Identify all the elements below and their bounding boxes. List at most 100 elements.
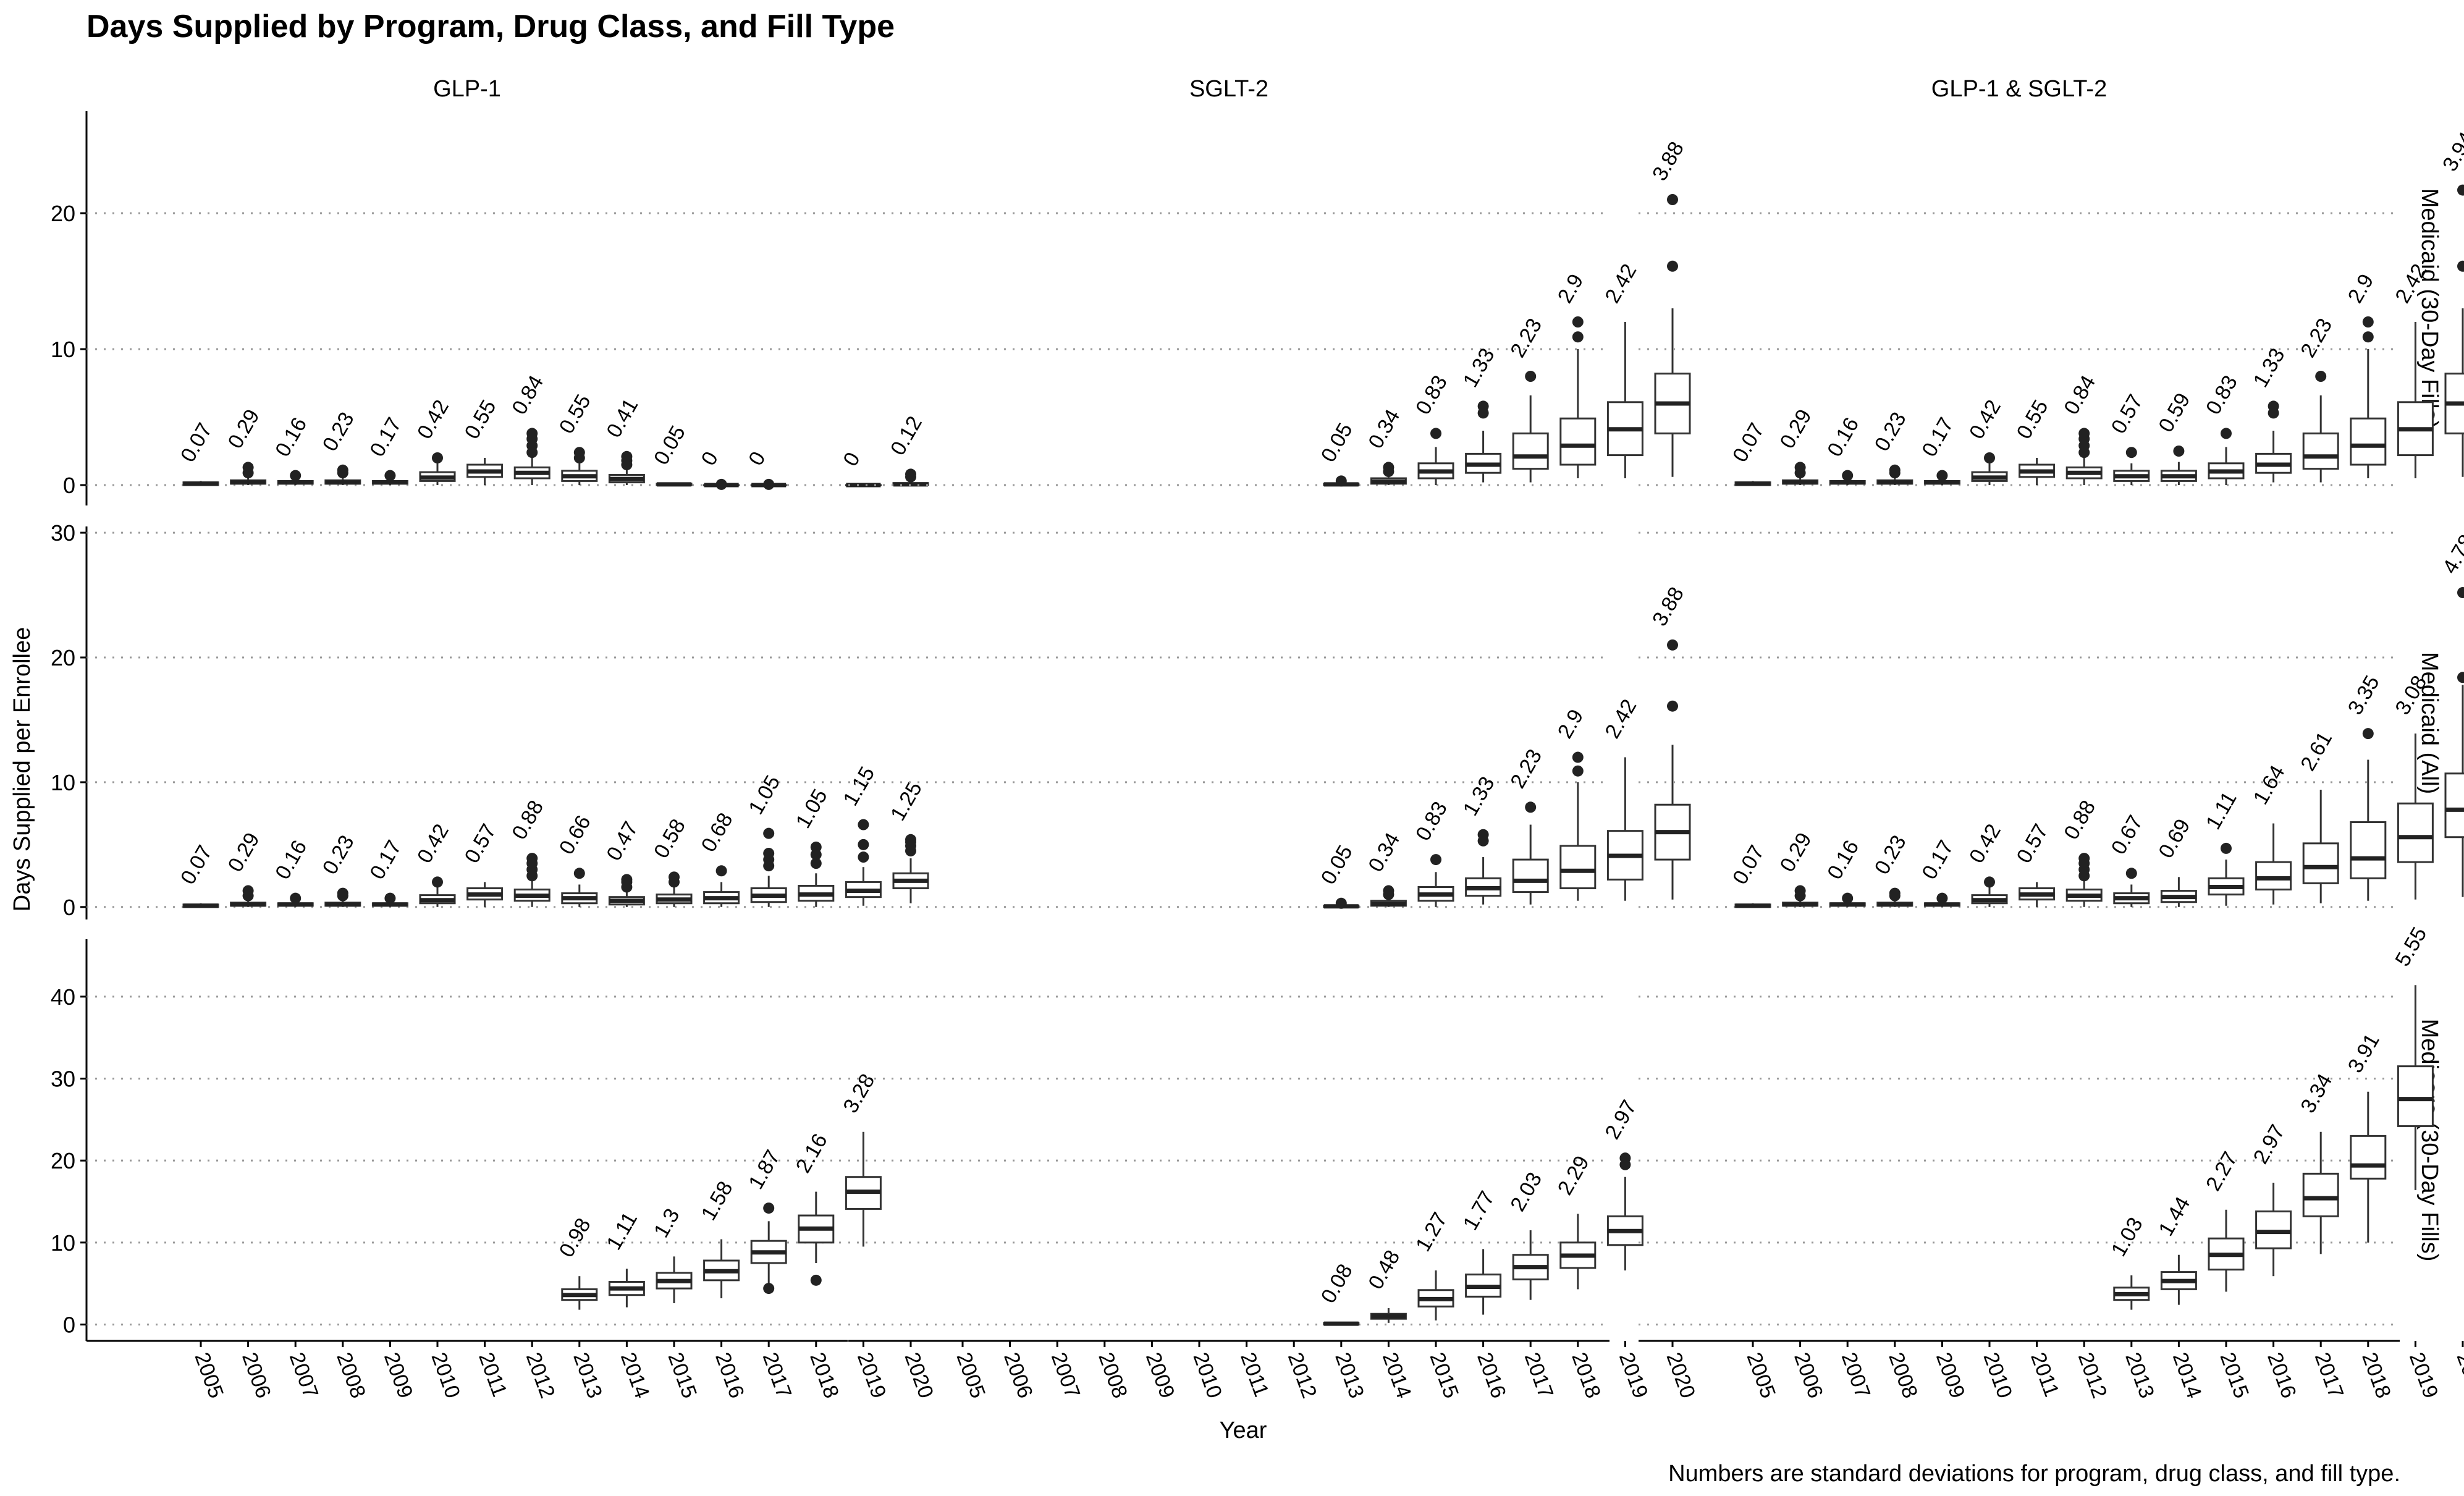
outlier-point bbox=[1430, 428, 1441, 439]
outlier-point bbox=[573, 868, 585, 879]
x-tick-label: 2015 bbox=[2215, 1350, 2253, 1401]
box-2013: 0.66 bbox=[555, 811, 598, 907]
sd-label: 1.87 bbox=[744, 1146, 785, 1193]
outlier-point bbox=[858, 852, 869, 863]
outlier-point bbox=[2362, 316, 2374, 328]
x-tick-label: 2010 bbox=[1978, 1350, 2017, 1401]
outlier-point bbox=[905, 834, 916, 845]
box-2015: 2.27 bbox=[2201, 1147, 2245, 1292]
box-2015: 0.58 bbox=[649, 815, 693, 907]
box-2008: 0.23 bbox=[1870, 831, 1913, 907]
x-tick-label: 2019 bbox=[1614, 1350, 1653, 1401]
sd-label: 3.94 bbox=[2438, 128, 2464, 175]
box-iqr bbox=[2350, 1135, 2387, 1180]
box-2018: 2.29 bbox=[1553, 1152, 1597, 1290]
sd-label: 0.17 bbox=[365, 836, 406, 883]
sd-label: 0.17 bbox=[1917, 836, 1958, 883]
outlier-point bbox=[905, 468, 916, 480]
sd-label: 2.9 bbox=[1553, 706, 1589, 743]
box-2018: 2.9 bbox=[1553, 270, 1597, 478]
box-2017: 2.23 bbox=[1506, 745, 1549, 905]
box-2015: 1.27 bbox=[1411, 1209, 1454, 1321]
y-axis-title: Days Supplied per Enrollee bbox=[9, 627, 35, 912]
box-2009: 0.17 bbox=[1917, 836, 1960, 907]
sd-label: 0.57 bbox=[2107, 391, 2148, 437]
sd-label: 0.05 bbox=[649, 421, 690, 468]
box-2008: 0.23 bbox=[1870, 408, 1913, 485]
sd-label: 0.55 bbox=[460, 396, 501, 443]
x-tick-label: 2007 bbox=[285, 1350, 323, 1401]
row-strip-label: Medicaid (30-Day Fills) bbox=[2416, 188, 2442, 429]
box-2006: 0.29 bbox=[1776, 405, 1819, 485]
box-2020: 3.88 bbox=[1648, 138, 1691, 477]
outlier-point bbox=[715, 865, 727, 877]
box-2010: 0.42 bbox=[413, 820, 456, 907]
sd-label: 0.42 bbox=[1965, 820, 2006, 867]
y-tick-label: 30 bbox=[51, 520, 75, 546]
box-2016: 1.33 bbox=[1459, 772, 1502, 905]
sd-label: 3.88 bbox=[1648, 138, 1689, 185]
sd-label: 3.34 bbox=[2296, 1070, 2337, 1117]
outlier-point bbox=[1572, 751, 1584, 763]
outlier-point bbox=[432, 452, 443, 463]
box-2019: 1.15 bbox=[838, 763, 882, 906]
outlier-point bbox=[2315, 371, 2327, 382]
box-iqr bbox=[1559, 417, 1597, 466]
box-2014: 0.47 bbox=[602, 818, 645, 907]
sd-label: 0.68 bbox=[697, 809, 738, 856]
outlier-point bbox=[1936, 892, 1948, 904]
x-tick-label: 2009 bbox=[1141, 1350, 1179, 1401]
sd-label: 0.55 bbox=[2012, 396, 2053, 443]
x-tick-label: 2006 bbox=[237, 1350, 276, 1401]
x-tick-label: 2006 bbox=[1789, 1350, 1828, 1401]
outlier-point bbox=[2221, 428, 2232, 439]
box-2014: 0.34 bbox=[1364, 829, 1407, 907]
x-tick-label: 2020 bbox=[2452, 1350, 2464, 1401]
outlier-point bbox=[1335, 897, 1347, 909]
outlier-point bbox=[290, 470, 302, 481]
sd-label: 0.58 bbox=[649, 815, 690, 862]
box-2011: 0.57 bbox=[460, 820, 504, 907]
box-2017: 3.34 bbox=[2296, 1070, 2339, 1254]
outlier-point bbox=[2173, 446, 2185, 457]
sd-label: 0.34 bbox=[1364, 405, 1404, 452]
x-tick-label: 2008 bbox=[332, 1350, 370, 1401]
outlier-point bbox=[1667, 194, 1678, 205]
box-2012: 0.84 bbox=[507, 371, 551, 485]
outlier-point bbox=[1842, 470, 1854, 481]
box-2010: 0.42 bbox=[413, 396, 456, 485]
box-2016: 0.68 bbox=[697, 809, 740, 907]
caption: Numbers are standard deviations for prog… bbox=[1668, 1461, 2400, 1487]
box-2017: 2.61 bbox=[2296, 728, 2339, 903]
outlier-point bbox=[763, 847, 775, 859]
box-2013: 0.05 bbox=[1317, 419, 1360, 487]
sd-label: 0.55 bbox=[555, 391, 596, 437]
sd-label: 3.35 bbox=[2344, 672, 2384, 719]
box-2016: 2.97 bbox=[2249, 1121, 2292, 1277]
outlier-point bbox=[1889, 464, 1901, 476]
sd-label: 0.88 bbox=[507, 797, 548, 843]
x-tick-label: 2020 bbox=[1661, 1350, 1700, 1401]
x-tick-label: 2007 bbox=[1837, 1350, 1875, 1401]
chart-title: Days Supplied by Program, Drug Class, an… bbox=[86, 9, 895, 44]
x-tick-label: 2014 bbox=[1378, 1350, 1416, 1401]
outlier-point bbox=[2457, 260, 2464, 272]
outlier-point bbox=[763, 1283, 775, 1295]
box-2018: 3.35 bbox=[2344, 672, 2387, 901]
outlier-point bbox=[2125, 868, 2137, 879]
y-tick-label: 20 bbox=[51, 201, 75, 226]
sd-label: 1.33 bbox=[1459, 772, 1500, 819]
box-2015: 0.83 bbox=[1411, 371, 1454, 485]
box-2018: 3.91 bbox=[2344, 1029, 2387, 1243]
sd-label: 0.47 bbox=[602, 818, 643, 864]
x-tick-label: 2017 bbox=[2310, 1350, 2348, 1401]
box-2012: 0.88 bbox=[507, 797, 551, 907]
box-iqr bbox=[2397, 1065, 2434, 1127]
column-strip-label: GLP-1 & SGLT-2 bbox=[1931, 76, 2107, 102]
box-2009: 0.17 bbox=[365, 836, 408, 907]
box-2008: 0.23 bbox=[318, 831, 361, 907]
sd-label: 0.08 bbox=[1317, 1260, 1357, 1307]
sd-label: 0.16 bbox=[1823, 836, 1863, 883]
box-2019: 3.28 bbox=[838, 1070, 882, 1247]
x-tick-label: 2005 bbox=[190, 1350, 228, 1401]
